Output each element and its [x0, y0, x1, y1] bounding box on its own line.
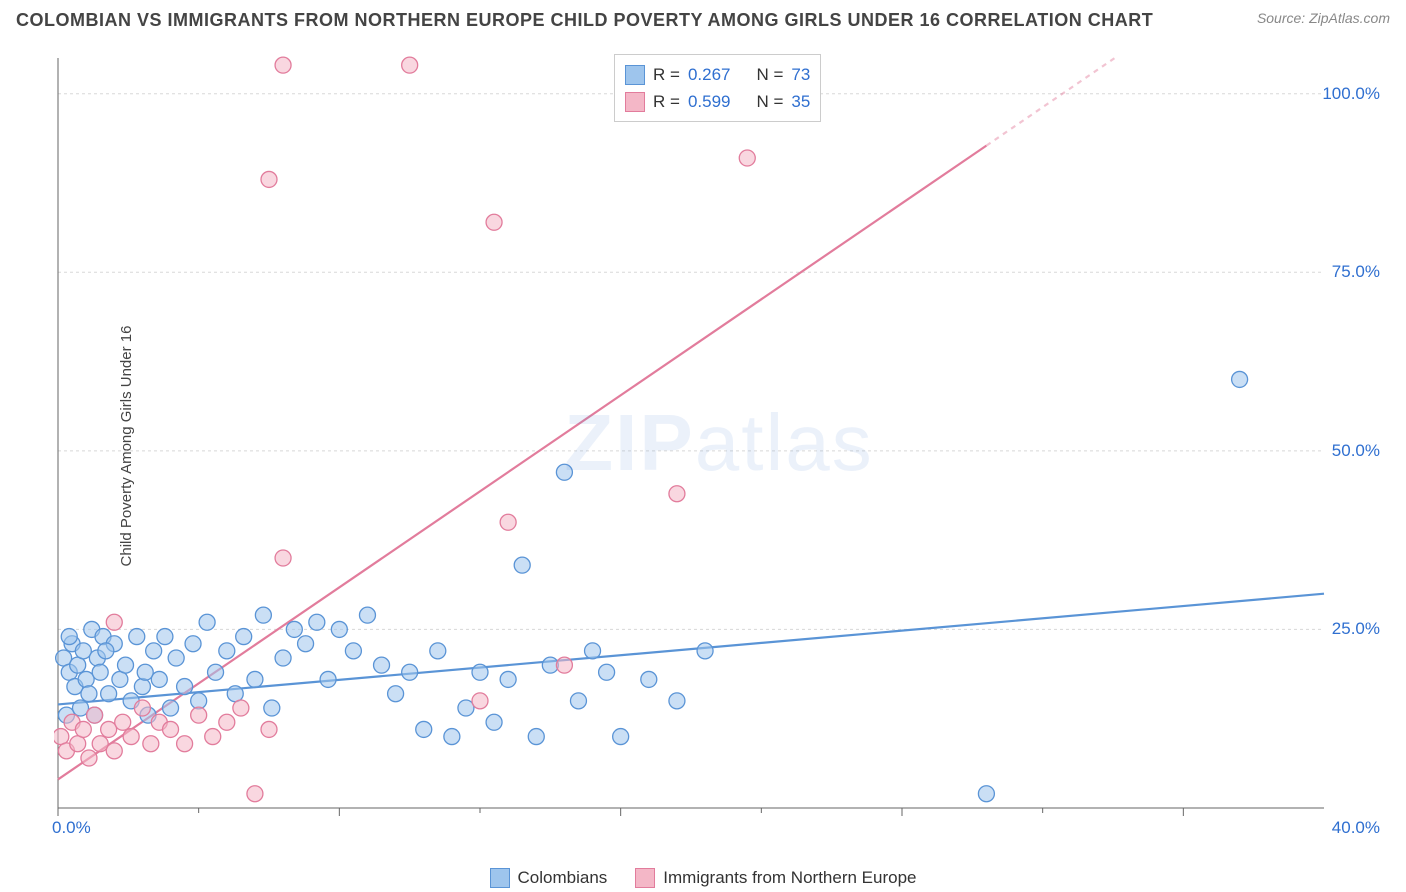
legend-swatch-icon [490, 868, 510, 888]
plot-svg [54, 48, 1384, 838]
source-attribution: Source: ZipAtlas.com [1257, 10, 1390, 26]
legend-swatch-icon [635, 868, 655, 888]
legend-label: Colombians [518, 868, 608, 888]
bottom-legend: Colombians Immigrants from Northern Euro… [0, 868, 1406, 888]
legend-label: Immigrants from Northern Europe [663, 868, 916, 888]
chart-title: COLOMBIAN VS IMMIGRANTS FROM NORTHERN EU… [16, 10, 1153, 31]
x-tick-label: 40.0% [1332, 818, 1380, 838]
stats-row: R =0.267N =73 [625, 61, 810, 88]
stats-swatch-icon [625, 65, 645, 85]
correlation-stats-box: R =0.267N =73R =0.599N =35 [614, 54, 821, 122]
scatter-plot: ZIPatlas R =0.267N =73R =0.599N =35 25.0… [54, 48, 1384, 838]
x-tick-label: 0.0% [52, 818, 91, 838]
legend-item-northern-europe: Immigrants from Northern Europe [635, 868, 916, 888]
y-tick-label: 25.0% [1332, 619, 1380, 639]
y-tick-label: 100.0% [1322, 84, 1380, 104]
legend-item-colombians: Colombians [490, 868, 608, 888]
y-tick-label: 50.0% [1332, 441, 1380, 461]
stats-swatch-icon [625, 92, 645, 112]
y-tick-label: 75.0% [1332, 262, 1380, 282]
stats-row: R =0.599N =35 [625, 88, 810, 115]
